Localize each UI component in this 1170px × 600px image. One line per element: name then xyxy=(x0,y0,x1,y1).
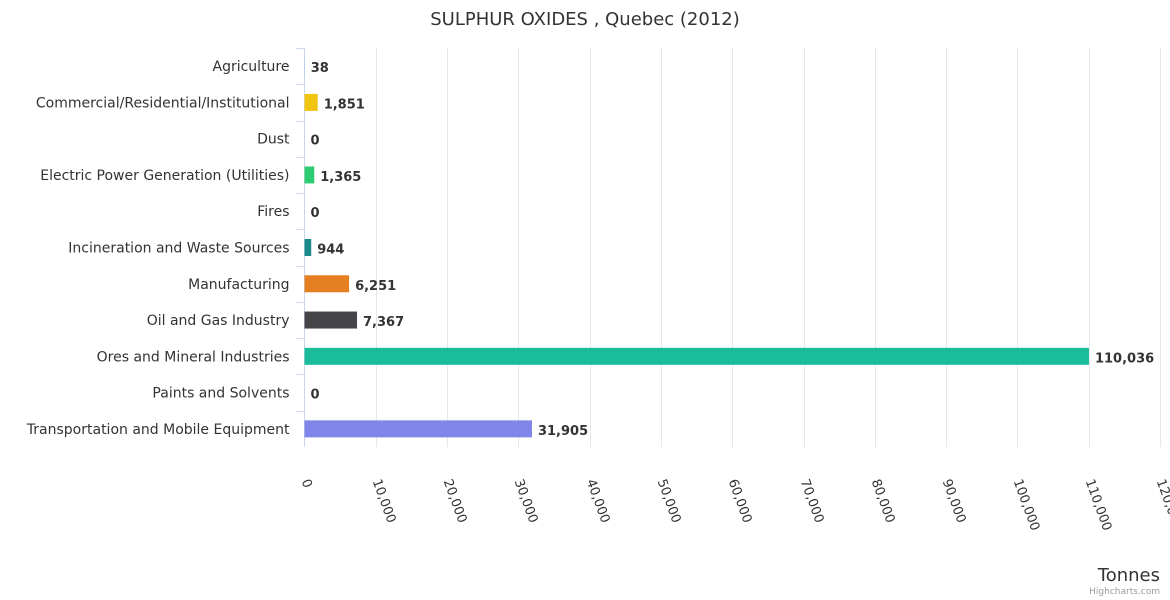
category-labels: Agriculture Commercial/Residential/Instit… xyxy=(26,48,305,438)
bar[interactable] xyxy=(304,420,532,438)
value-axis-ticks: 0 10,000 20,000 30,000 40,000 50,000 60,000 70,… xyxy=(298,477,1170,533)
data-label: 38 xyxy=(311,61,329,76)
credits-link[interactable]: Highcharts.com xyxy=(1089,587,1160,597)
grid-lines xyxy=(376,48,1161,447)
category-label: Fires xyxy=(257,204,289,220)
x-tick-label: 10,000 xyxy=(369,477,399,525)
bar[interactable] xyxy=(304,166,315,184)
data-label: 110,036 xyxy=(1095,351,1154,366)
x-tick-label: 50,000 xyxy=(654,477,684,525)
data-label: 0 xyxy=(311,206,320,221)
x-tick-label: 40,000 xyxy=(583,477,613,525)
data-label: 7,367 xyxy=(363,315,404,330)
x-tick-label: 60,000 xyxy=(725,477,755,525)
data-labels: 38 1,851 0 1,365 0 944 6,251 7,367 110,036 0 31,90… xyxy=(311,61,1155,439)
x-tick-label: 120,000 xyxy=(1153,477,1170,533)
category-label: Oil and Gas Industry xyxy=(147,313,290,329)
x-tick-label: 0 xyxy=(298,477,315,490)
bar[interactable] xyxy=(304,347,1089,365)
x-tick-label: 70,000 xyxy=(797,477,827,525)
x-tick-label: 80,000 xyxy=(868,477,898,525)
data-label: 1,851 xyxy=(324,97,365,112)
category-label: Ores and Mineral Industries xyxy=(97,349,290,365)
bar[interactable] xyxy=(304,275,350,293)
category-label: Electric Power Generation (Utilities) xyxy=(40,168,289,184)
x-tick-label: 20,000 xyxy=(440,477,470,525)
data-label: 31,905 xyxy=(538,424,588,439)
bar[interactable] xyxy=(304,93,318,111)
x-tick-label: 30,000 xyxy=(511,477,541,525)
value-axis-title: Tonnes xyxy=(1097,565,1160,586)
bars xyxy=(304,57,1089,438)
category-label: Paints and Solvents xyxy=(152,386,289,402)
data-label: 6,251 xyxy=(355,279,396,294)
data-label: 1,365 xyxy=(320,170,361,185)
x-tick-label: 90,000 xyxy=(939,477,969,525)
x-tick-label: 100,000 xyxy=(1010,477,1042,533)
category-label: Transportation and Mobile Equipment xyxy=(26,422,290,438)
data-label: 0 xyxy=(311,388,320,403)
category-label: Agriculture xyxy=(213,59,290,75)
category-label: Commercial/Residential/Institutional xyxy=(36,95,290,111)
bar[interactable] xyxy=(304,311,358,329)
category-label: Dust xyxy=(257,132,290,148)
data-label: 944 xyxy=(317,243,344,258)
chart-title: SULPHUR OXIDES , Quebec (2012) xyxy=(430,9,740,30)
bar[interactable] xyxy=(304,239,312,256)
data-label: 0 xyxy=(311,134,320,149)
category-label: Incineration and Waste Sources xyxy=(68,241,289,257)
category-label: Manufacturing xyxy=(188,277,289,293)
x-tick-label: 110,000 xyxy=(1082,477,1114,533)
